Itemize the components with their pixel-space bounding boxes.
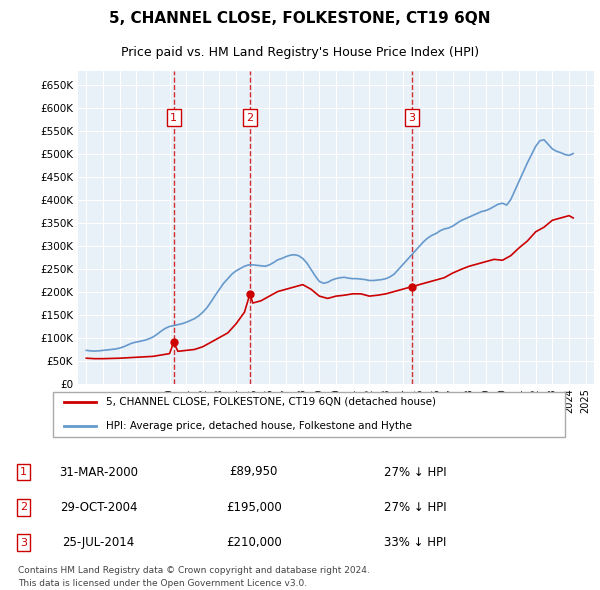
Text: 3: 3 [409, 113, 415, 123]
Text: 5, CHANNEL CLOSE, FOLKESTONE, CT19 6QN (detached house): 5, CHANNEL CLOSE, FOLKESTONE, CT19 6QN (… [106, 397, 436, 407]
Text: Contains HM Land Registry data © Crown copyright and database right 2024.: Contains HM Land Registry data © Crown c… [18, 566, 370, 575]
Text: £89,950: £89,950 [230, 466, 278, 478]
Text: 29-OCT-2004: 29-OCT-2004 [59, 501, 137, 514]
Text: 33% ↓ HPI: 33% ↓ HPI [384, 536, 446, 549]
Text: Price paid vs. HM Land Registry's House Price Index (HPI): Price paid vs. HM Land Registry's House … [121, 46, 479, 59]
Text: 27% ↓ HPI: 27% ↓ HPI [384, 501, 446, 514]
Text: £195,000: £195,000 [226, 501, 282, 514]
Text: 25-JUL-2014: 25-JUL-2014 [62, 536, 134, 549]
FancyBboxPatch shape [53, 392, 565, 437]
Text: 3: 3 [20, 538, 27, 548]
Text: 27% ↓ HPI: 27% ↓ HPI [384, 466, 446, 478]
Text: 2: 2 [20, 503, 27, 512]
Text: This data is licensed under the Open Government Licence v3.0.: This data is licensed under the Open Gov… [18, 579, 307, 588]
Text: 2: 2 [247, 113, 254, 123]
Text: 31-MAR-2000: 31-MAR-2000 [59, 466, 138, 478]
Text: HPI: Average price, detached house, Folkestone and Hythe: HPI: Average price, detached house, Folk… [106, 421, 412, 431]
Text: 5, CHANNEL CLOSE, FOLKESTONE, CT19 6QN: 5, CHANNEL CLOSE, FOLKESTONE, CT19 6QN [109, 11, 491, 25]
Text: £210,000: £210,000 [226, 536, 282, 549]
Text: 1: 1 [20, 467, 27, 477]
Text: 1: 1 [170, 113, 177, 123]
